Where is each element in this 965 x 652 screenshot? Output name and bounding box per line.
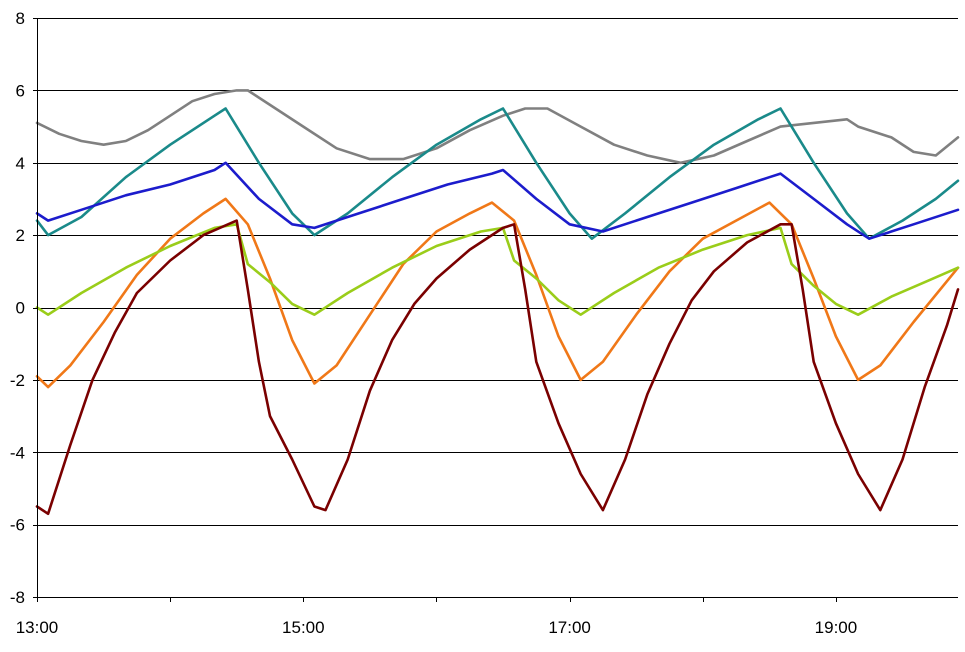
y-tick-label-0: 8	[16, 9, 25, 28]
gridlines	[37, 18, 958, 526]
y-tick-label-2: 4	[16, 154, 25, 173]
y-tick-label-7: -6	[10, 516, 25, 535]
y-tick-label-4: 0	[16, 299, 25, 318]
series-lines	[35, 89, 960, 516]
y-tick-label-1: 6	[16, 81, 25, 100]
y-tick-label-6: -4	[10, 443, 25, 462]
series-line-5	[35, 219, 960, 516]
y-tick-label-3: 2	[16, 226, 25, 245]
y-tick-label-8: -8	[10, 588, 25, 607]
tick-labels: 8 6 4 2 0 -2 -4 -6 -8 13:00 15:00 17:00 19:00	[10, 9, 857, 637]
series-line-0	[35, 89, 960, 165]
series-line-3	[35, 197, 960, 389]
series-line-4	[35, 223, 960, 316]
x-tick-label-3: 19:00	[815, 618, 858, 637]
series-line-1	[35, 107, 960, 240]
x-tick-label-2: 17:00	[548, 618, 591, 637]
x-tick-label-0: 13:00	[16, 618, 59, 637]
y-tick-label-5: -2	[10, 371, 25, 390]
series-line-2	[35, 161, 960, 240]
axes	[33, 18, 958, 602]
x-tick-label-1: 15:00	[282, 618, 325, 637]
